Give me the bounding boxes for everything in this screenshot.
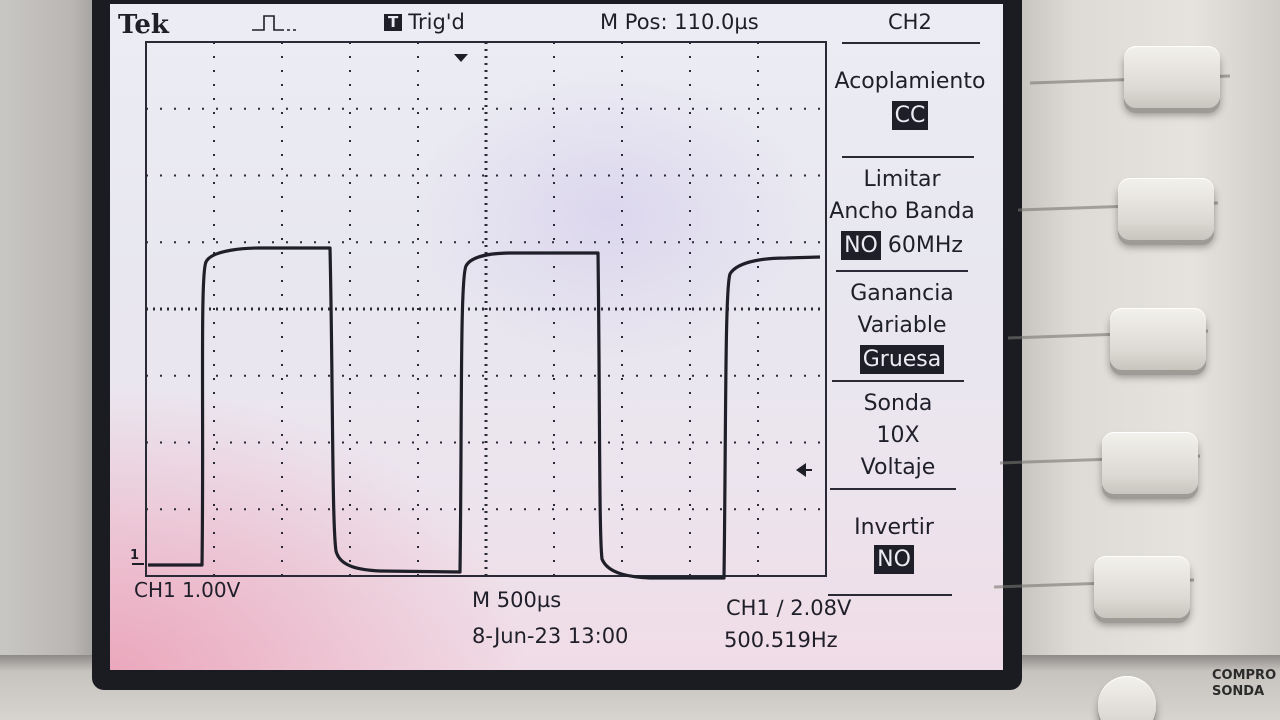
screen-tint — [410, 64, 810, 364]
menu-bandwidth-label-2: Ancho Banda — [829, 199, 975, 224]
menu-separator — [842, 42, 980, 44]
menu-invert-value: NO — [874, 545, 914, 574]
ch1-ground-marker: 1 — [130, 548, 140, 563]
menu-separator — [836, 270, 968, 272]
menu-gain-value: Gruesa — [859, 345, 945, 374]
menu-separator — [830, 488, 956, 490]
menu-gain-option[interactable]: Gruesa — [822, 344, 982, 376]
frequency-readout: 500.519Hz — [724, 628, 838, 652]
horizontal-position: M Pos: 110.0µs — [600, 10, 759, 34]
menu-bandwidth-frequency: 60MHz — [887, 233, 963, 258]
menu-invert-label: Invertir — [854, 515, 934, 540]
menu-button-4[interactable] — [1102, 432, 1198, 494]
ch1-waveform-trace — [148, 246, 821, 580]
graticule-grid — [145, 41, 827, 577]
menu-button-2[interactable] — [1118, 178, 1214, 240]
trigger-readout: CH1 ∕ 2.08V — [726, 596, 852, 620]
menu-bandwidth-label-1: Limitar — [863, 167, 941, 192]
probe-check-label: COMPRO SONDA — [1212, 668, 1276, 700]
date-time: 8-Jun-23 13:00 — [472, 624, 629, 648]
trigger-badge: T — [384, 14, 403, 31]
menu-button-1[interactable] — [1124, 46, 1220, 108]
acquisition-mode-icon — [252, 15, 296, 31]
menu-probe-label: Sonda — [863, 391, 933, 416]
menu-invert-option[interactable]: NO — [814, 544, 974, 576]
trigger-status-text: Trig'd — [408, 10, 465, 34]
oscilloscope-screen: Tek T Trig'd M Pos: 110.0µs CH2 Acoplamie… — [110, 4, 1003, 670]
time-per-div: M 500µs — [472, 588, 562, 612]
probe-check-label-line2: SONDA — [1212, 684, 1265, 699]
trigger-status: T Trig'd — [384, 12, 465, 33]
probe-check-button[interactable] — [1098, 676, 1156, 720]
menu-bandwidth-value: NO — [841, 231, 881, 260]
menu-channel-title: CH2 — [888, 10, 932, 34]
menu-button-5[interactable] — [1094, 556, 1190, 618]
menu-probe-unit: Voltaje — [860, 455, 936, 480]
menu-bandwidth-option[interactable]: NO 60MHz — [822, 230, 982, 262]
menu-separator — [832, 380, 964, 382]
ch1-volts-per-div: CH1 1.00V — [134, 578, 241, 602]
menu-button-3[interactable] — [1110, 308, 1206, 370]
menu-separator — [842, 156, 974, 158]
menu-probe-option[interactable]: 10X — [876, 423, 920, 448]
trigger-level-marker — [796, 463, 806, 477]
graticule-and-waveform — [132, 41, 827, 580]
menu-coupling-option[interactable]: CC — [830, 100, 990, 132]
brand-logo: Tek — [118, 10, 169, 40]
trigger-position-marker — [454, 54, 468, 62]
menu-coupling-value: CC — [891, 101, 929, 130]
menu-gain-label-2: Variable — [857, 313, 947, 338]
menu-gain-label-1: Ganancia — [850, 281, 954, 306]
menu-separator — [828, 594, 952, 596]
probe-check-label-line1: COMPRO — [1212, 668, 1277, 683]
menu-coupling-label: Acoplamiento — [834, 69, 986, 94]
